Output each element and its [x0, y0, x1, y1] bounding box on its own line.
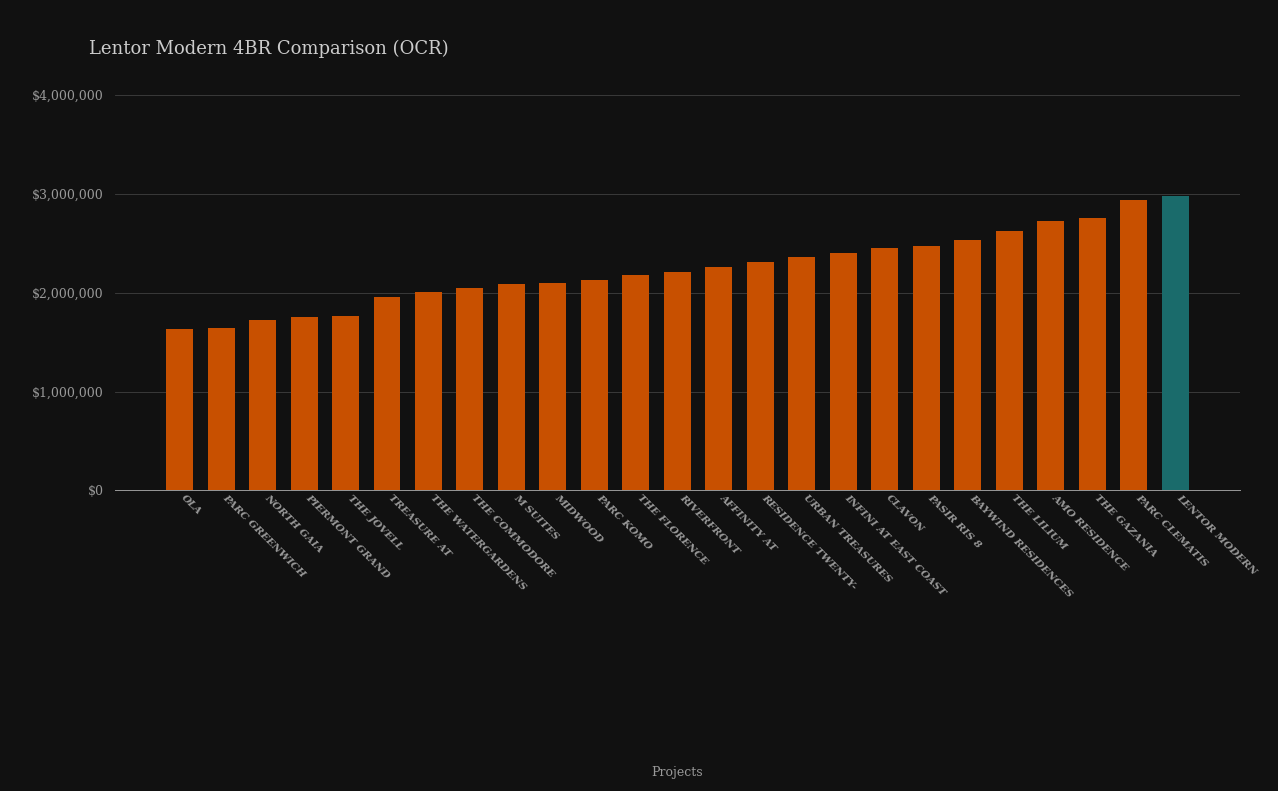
Bar — [789, 257, 815, 490]
Bar — [539, 282, 566, 490]
Bar — [581, 280, 608, 490]
Bar — [663, 272, 691, 490]
Bar — [249, 320, 276, 490]
Bar — [1162, 195, 1189, 490]
X-axis label: Projects: Projects — [652, 766, 703, 779]
Bar — [1038, 221, 1065, 490]
Bar — [373, 297, 400, 490]
Bar — [829, 253, 856, 490]
Bar — [996, 231, 1022, 490]
Bar — [1120, 199, 1148, 490]
Bar — [955, 240, 982, 490]
Bar — [332, 316, 359, 490]
Bar — [622, 274, 649, 490]
Bar — [1079, 218, 1105, 490]
Bar — [456, 288, 483, 490]
Text: Lentor Modern 4BR Comparison (OCR): Lentor Modern 4BR Comparison (OCR) — [89, 40, 449, 58]
Bar — [415, 292, 442, 490]
Bar — [872, 248, 898, 490]
Bar — [912, 246, 939, 490]
Bar — [166, 329, 193, 490]
Bar — [207, 328, 235, 490]
Bar — [705, 267, 732, 490]
Bar — [290, 317, 317, 490]
Bar — [746, 262, 773, 490]
Bar — [498, 284, 525, 490]
